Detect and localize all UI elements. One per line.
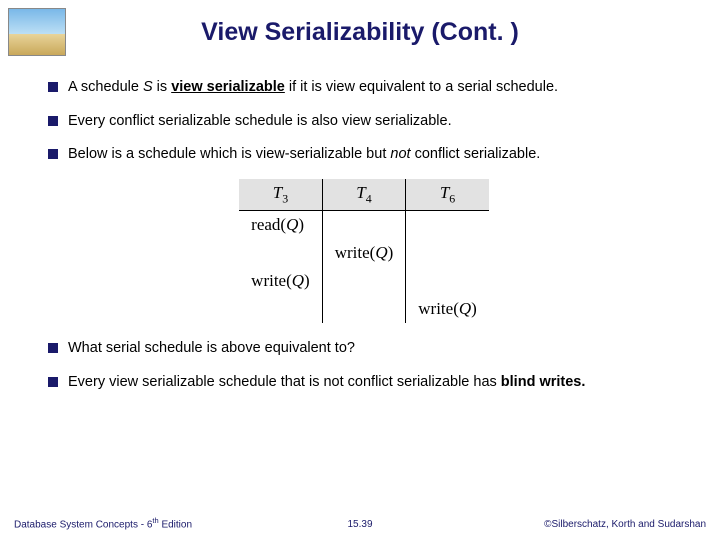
op-read-q: read(Q)	[239, 211, 322, 240]
slide-body: A schedule S is view serializable if it …	[48, 78, 680, 406]
slide-title: View Serializability (Cont. )	[0, 0, 720, 47]
bullet-icon	[48, 149, 58, 159]
bullet-icon	[48, 116, 58, 126]
col-header-t3: T3	[239, 179, 322, 211]
bullet-3: Below is a schedule which is view-serial…	[48, 145, 680, 165]
table-header-row: T3 T4 T6	[239, 179, 489, 211]
col-header-t6: T6	[406, 179, 489, 211]
slide-footer: Database System Concepts - 6th Edition 1…	[0, 516, 720, 530]
bullet-5: Every view serializable schedule that is…	[48, 373, 680, 393]
bullet-icon	[48, 343, 58, 353]
schedule-table: T3 T4 T6 read(Q) write(Q) write(Q) write…	[239, 179, 489, 323]
table-row: read(Q)	[239, 211, 489, 240]
bullet-text: What serial schedule is above equivalent…	[68, 339, 680, 359]
footer-right: ©Silberschatz, Korth and Sudarshan	[475, 519, 706, 530]
bullet-icon	[48, 82, 58, 92]
bullet-text: A schedule S is view serializable if it …	[68, 78, 680, 98]
op-write-q: write(Q)	[322, 239, 406, 267]
col-header-t4: T4	[322, 179, 406, 211]
table-row: write(Q)	[239, 239, 489, 267]
bullet-icon	[48, 377, 58, 387]
footer-page-number: 15.39	[245, 519, 476, 530]
bullet-2: Every conflict serializable schedule is …	[48, 112, 680, 132]
bullet-text: Every view serializable schedule that is…	[68, 373, 680, 393]
slide-logo	[8, 8, 66, 56]
bullet-text: Below is a schedule which is view-serial…	[68, 145, 680, 165]
schedule-table-wrap: T3 T4 T6 read(Q) write(Q) write(Q) write…	[48, 179, 680, 323]
table-row: write(Q)	[239, 267, 489, 295]
op-write-q: write(Q)	[239, 267, 322, 295]
footer-left: Database System Concepts - 6th Edition	[14, 516, 245, 530]
table-row: write(Q)	[239, 295, 489, 323]
op-write-q: write(Q)	[406, 295, 489, 323]
bullet-text: Every conflict serializable schedule is …	[68, 112, 680, 132]
bullet-4: What serial schedule is above equivalent…	[48, 339, 680, 359]
bullet-1: A schedule S is view serializable if it …	[48, 78, 680, 98]
